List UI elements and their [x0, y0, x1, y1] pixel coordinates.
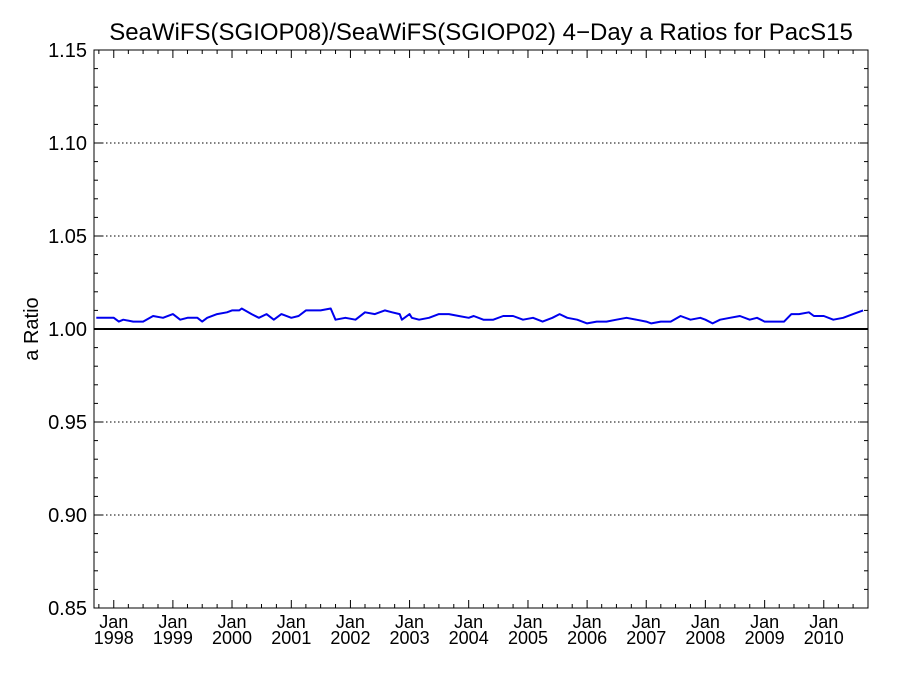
x-tick-label-month: Jan [573, 612, 602, 632]
x-tick-label-month: Jan [277, 612, 306, 632]
plot-frame [93, 49, 869, 609]
x-tick-label-month: Jan [218, 612, 247, 632]
x-tick-label-month: Jan [750, 612, 779, 632]
x-tick-label-year: 2006 [567, 628, 607, 648]
chart-title: SeaWiFS(SGIOP08)/SeaWiFS(SGIOP02) 4−Day … [109, 19, 853, 46]
grid-lines [94, 142, 868, 516]
x-tick-label-year: 2008 [685, 628, 725, 648]
x-tick-label-month: Jan [513, 612, 542, 632]
x-tick-label-month: Jan [395, 612, 424, 632]
x-tick-label-year: 2004 [449, 628, 489, 648]
x-tick-label-month: Jan [632, 612, 661, 632]
x-tick-label-year: 2005 [508, 628, 548, 648]
x-tick-label-year: 2001 [271, 628, 311, 648]
y-tick-label: 0.85 [48, 598, 87, 620]
x-tick-label-month: Jan [99, 612, 128, 632]
x-tick-label-year: 1999 [153, 628, 193, 648]
x-axis-ticks: Jan1998Jan1999Jan2000Jan2001Jan2002Jan20… [94, 50, 869, 648]
x-tick-label-month: Jan [336, 612, 365, 632]
x-tick-label-year: 2010 [804, 628, 844, 648]
y-axis-ticks: 0.85 0.90 0.95 1.00 1.05 1.10 1.15 [48, 40, 868, 620]
y-tick-label: 1.15 [48, 40, 87, 62]
y-tick-label: 0.95 [48, 412, 87, 434]
x-tick-label-year: 2002 [330, 628, 370, 648]
y-tick-label: 0.90 [48, 505, 87, 527]
x-tick-label-year: 2007 [626, 628, 666, 648]
y-tick-label: 1.10 [48, 133, 87, 155]
series-line [96, 307, 864, 325]
x-tick-label-month: Jan [158, 612, 187, 632]
x-tick-label-month: Jan [809, 612, 838, 632]
x-tick-label-month: Jan [691, 612, 720, 632]
y-tick-label: 1.00 [48, 319, 87, 341]
x-tick-label-year: 2009 [745, 628, 785, 648]
x-tick-label-year: 2000 [212, 628, 252, 648]
x-tick-label-year: 2003 [390, 628, 430, 648]
y-axis-label: a Ratio [21, 297, 43, 360]
x-tick-label-month: Jan [454, 612, 483, 632]
series-group [96, 307, 864, 325]
x-tick-label-year: 1998 [94, 628, 134, 648]
y-tick-label: 1.05 [48, 226, 87, 248]
